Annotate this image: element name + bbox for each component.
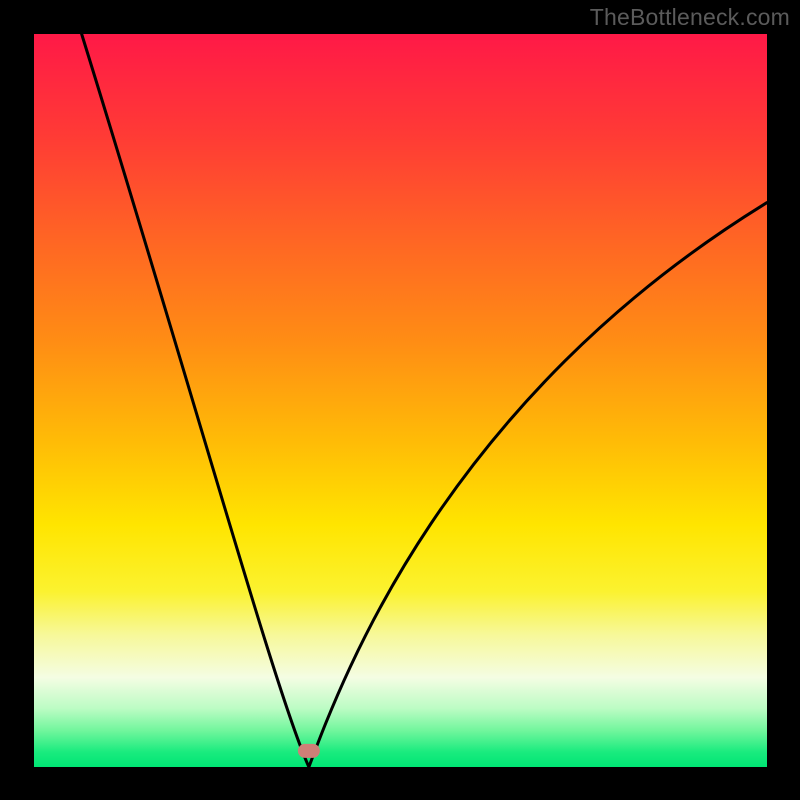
chart-root: TheBottleneck.com	[0, 0, 800, 800]
watermark-text: TheBottleneck.com	[590, 4, 790, 31]
plot-background	[34, 34, 767, 767]
chart-svg	[0, 0, 800, 800]
optimal-point-marker	[298, 744, 320, 758]
